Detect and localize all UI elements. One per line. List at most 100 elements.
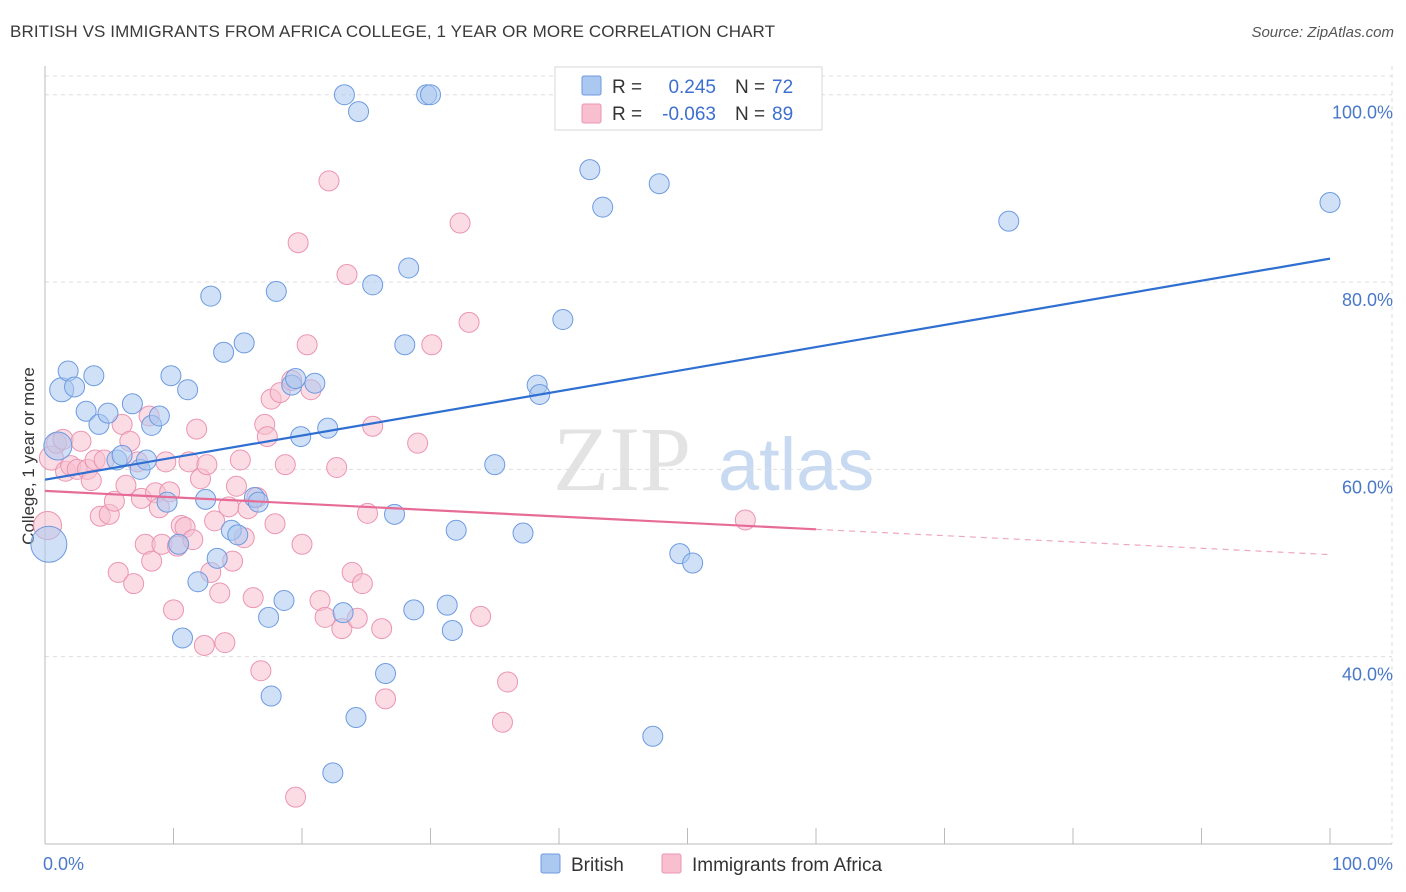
british-point (200, 285, 222, 307)
africa-point (291, 533, 313, 555)
british-point (260, 685, 282, 707)
british-point (64, 376, 86, 398)
watermark-atlas: atlas (718, 423, 874, 506)
british-point (75, 400, 97, 422)
british-point (317, 417, 339, 439)
british-point (512, 522, 534, 544)
y-tick-label: 80.0% (1342, 290, 1393, 310)
africa-point (407, 432, 429, 454)
british-point (148, 405, 170, 427)
africa-point (70, 430, 92, 452)
africa-point (449, 212, 471, 234)
africa-point (209, 582, 231, 604)
british-point (420, 84, 441, 106)
british-point (213, 341, 235, 363)
british-point (348, 101, 370, 123)
africa-point (193, 634, 215, 656)
british-point (579, 159, 601, 181)
africa-point (470, 605, 492, 627)
british-point (648, 173, 670, 195)
british-point (171, 627, 193, 649)
legend-n-label-british: N = (735, 77, 765, 98)
legend-r-label-british: R = (612, 77, 642, 98)
british-point (83, 365, 105, 387)
british-point (375, 663, 397, 685)
watermark-zip: ZIP (553, 408, 691, 510)
british-point (30, 525, 68, 563)
series-africa-points (33, 170, 756, 808)
british-point (304, 372, 326, 394)
british-point (333, 84, 355, 106)
british-point (998, 210, 1020, 232)
british-point (642, 725, 664, 747)
british-point (177, 379, 199, 401)
legend-n-label-africa: N = (735, 104, 765, 125)
africa-point (204, 510, 226, 532)
legend-n-value-africa: 89 (772, 104, 793, 125)
africa-point (107, 561, 129, 583)
british-point (121, 393, 143, 415)
chart-title: BRITISH VS IMMIGRANTS FROM AFRICA COLLEG… (10, 22, 776, 41)
y-tick-label: 100.0% (1332, 103, 1393, 123)
africa-point (242, 587, 264, 609)
africa-point (287, 232, 309, 254)
africa-trend-extension (815, 528, 1331, 556)
y-tick-label: 40.0% (1342, 665, 1393, 685)
africa-point (250, 660, 272, 682)
british-point (227, 524, 249, 546)
bottom-legend-swatch-africa (661, 853, 682, 874)
africa-trend-line (44, 489, 817, 531)
legend-r-value-africa: -0.063 (662, 104, 716, 125)
africa-point (314, 606, 336, 628)
africa-point (318, 170, 340, 192)
british-point (233, 332, 255, 354)
legend-r-value-british: 0.245 (668, 77, 716, 98)
british-point (97, 402, 119, 424)
africa-point (225, 475, 247, 497)
series-british-points (30, 84, 1341, 784)
africa-point (497, 671, 519, 693)
africa-point (421, 334, 443, 356)
british-point (394, 334, 416, 356)
africa-point (375, 688, 397, 710)
africa-point (285, 786, 307, 808)
africa-point (274, 454, 296, 476)
africa-point (214, 632, 236, 654)
british-point (43, 431, 73, 461)
british-point (1319, 191, 1341, 213)
watermark: ZIP atlas (553, 408, 874, 510)
africa-point (264, 513, 286, 535)
x-tick-labels: 0.0% 100.0% (43, 854, 1393, 874)
africa-point (186, 418, 208, 440)
africa-point (351, 573, 373, 595)
british-point (592, 196, 614, 218)
trend-lines (44, 257, 1331, 556)
series-legend: British Immigrants from Africa (540, 853, 882, 876)
africa-point (296, 334, 318, 356)
grid-lines (45, 66, 1393, 844)
legend-r-label-africa: R = (612, 104, 642, 125)
x-tick-label: 100.0% (1332, 854, 1393, 874)
british-point (285, 368, 307, 390)
british-point (345, 707, 367, 729)
british-point (265, 280, 287, 302)
bottom-legend-label-british: British (571, 855, 624, 876)
british-point (403, 599, 425, 621)
africa-point (103, 490, 125, 512)
british-point (445, 519, 467, 541)
y-tick-label: 60.0% (1342, 477, 1393, 497)
british-point (436, 594, 458, 616)
british-point (206, 547, 228, 569)
africa-point (362, 415, 384, 437)
africa-point (326, 456, 348, 478)
africa-point (357, 502, 379, 524)
british-point (258, 606, 280, 628)
africa-point (141, 550, 163, 572)
british-point (441, 619, 463, 641)
british-point (332, 602, 354, 624)
british-point (362, 274, 384, 296)
africa-point (163, 599, 184, 621)
british-point (484, 454, 506, 476)
africa-point (123, 573, 145, 595)
